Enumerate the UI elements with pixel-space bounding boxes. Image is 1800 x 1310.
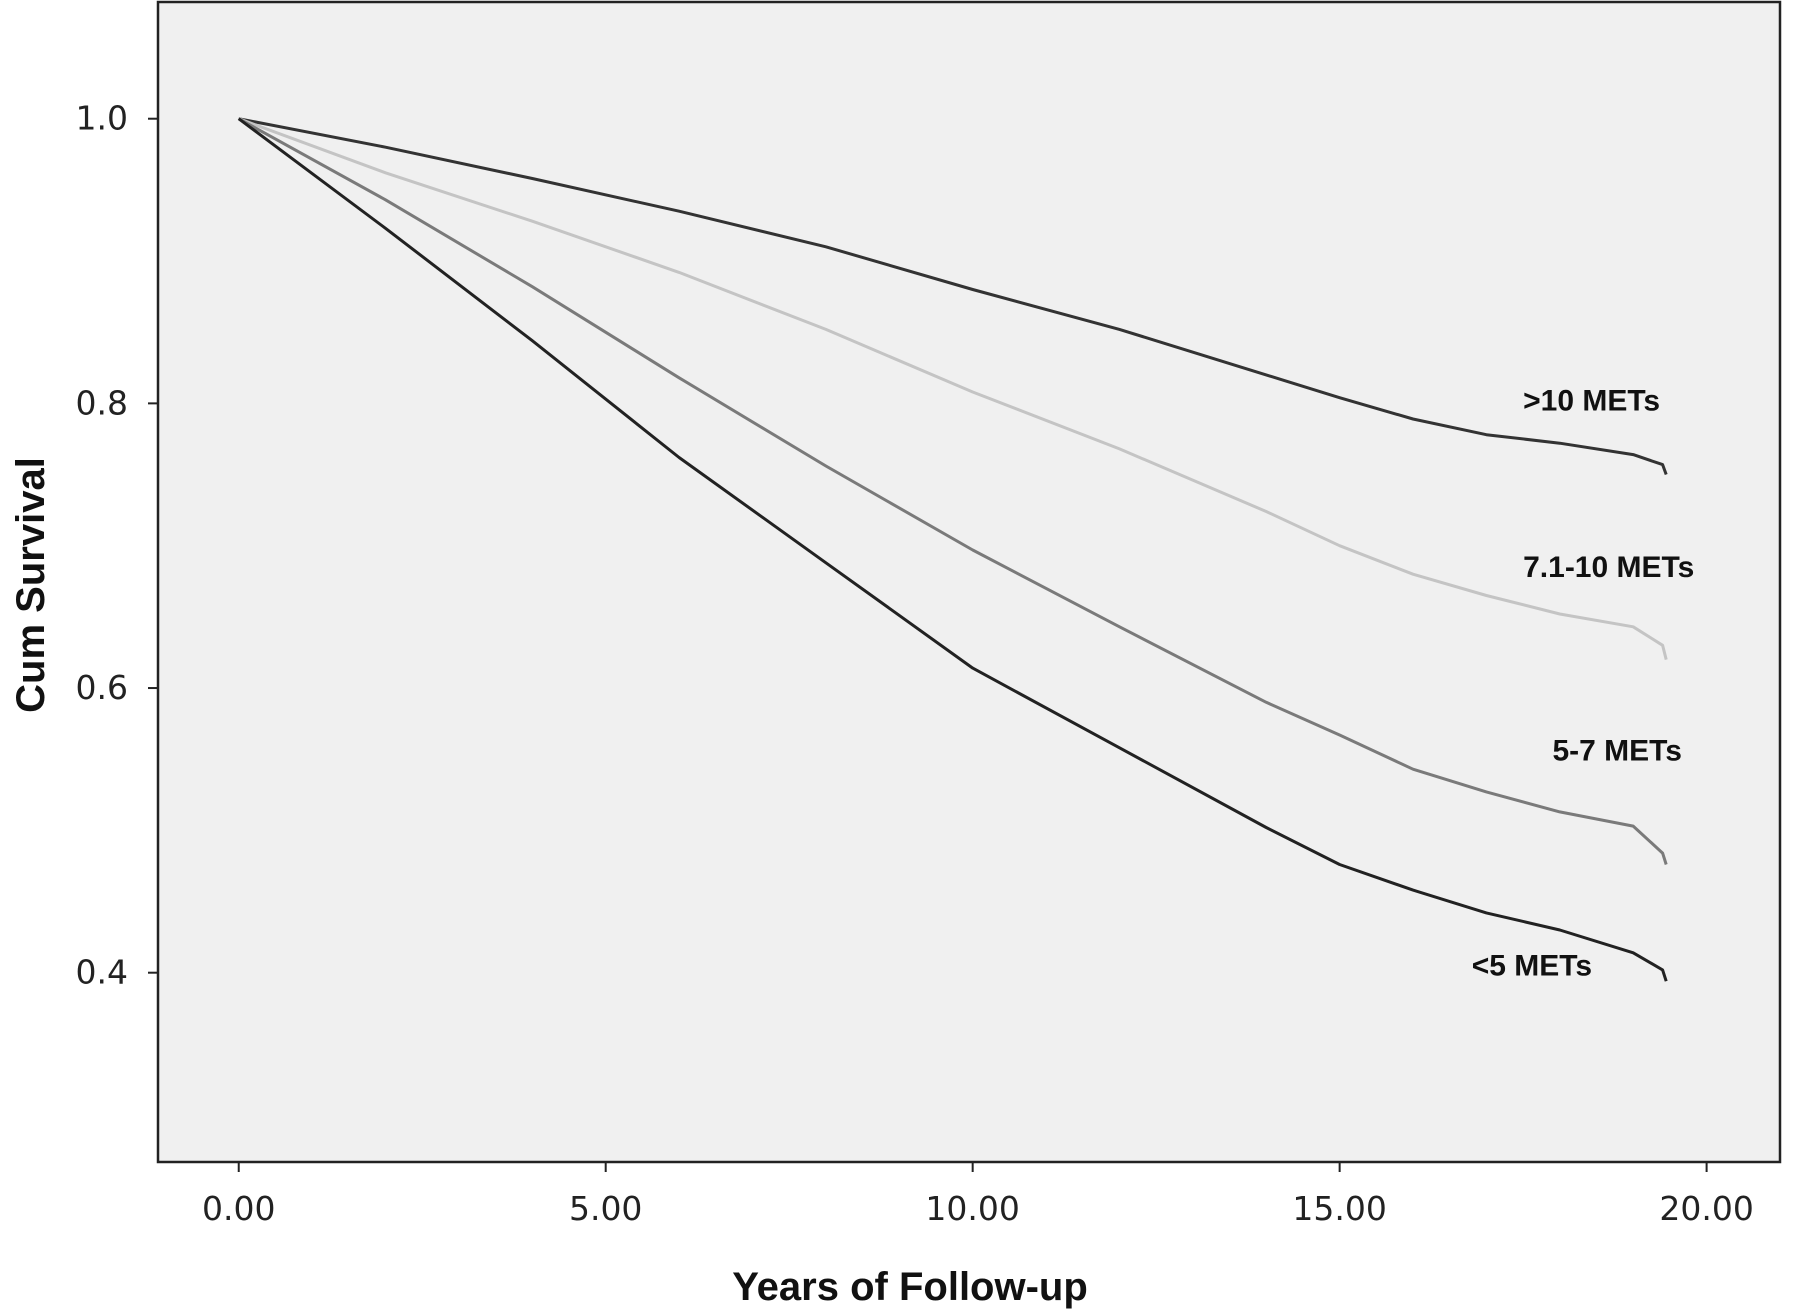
y-tick-label: 0.4 xyxy=(76,953,128,992)
series-line-1 xyxy=(238,117,1668,660)
series-labels: >10 METs 7.1-10 METs 5-7 METs <5 METs xyxy=(1472,384,1695,982)
series-label-2: 5-7 METs xyxy=(1552,735,1681,768)
plot-area xyxy=(156,0,1782,1164)
series-label-1: 7.1-10 METs xyxy=(1523,551,1694,584)
y-axis-title: Cum Survival xyxy=(9,457,53,713)
series-line-0 xyxy=(238,117,1668,476)
x-tick-label: 20.00 xyxy=(1659,1189,1753,1228)
x-tick-label: 0.00 xyxy=(202,1189,275,1228)
x-tick-label: 5.00 xyxy=(569,1189,642,1228)
y-tick-label: 0.6 xyxy=(76,668,128,707)
x-tick-label: 15.00 xyxy=(1292,1189,1386,1228)
y-tick-label: 0.8 xyxy=(76,383,128,422)
x-axis: 0.00 5.00 10.00 15.00 20.00 xyxy=(202,1162,1754,1228)
series-lines xyxy=(237,117,1668,982)
series-line-2 xyxy=(237,117,1668,865)
series-label-3: <5 METs xyxy=(1472,950,1592,983)
x-axis-title: Years of Follow-up xyxy=(732,1265,1088,1309)
y-axis: 0.4 0.6 0.8 1.0 xyxy=(76,99,158,992)
y-tick-label: 1.0 xyxy=(76,99,128,138)
series-label-0: >10 METs xyxy=(1523,384,1660,417)
x-tick-label: 10.00 xyxy=(925,1189,1019,1228)
series-line-3 xyxy=(237,117,1668,982)
